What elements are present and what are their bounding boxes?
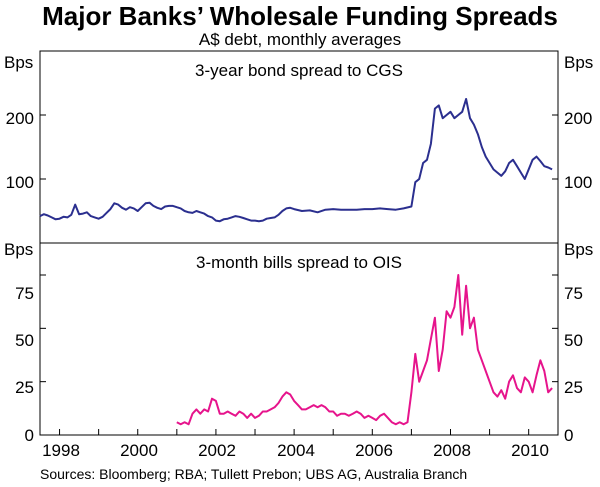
panel-1-ytick-right-100: 100 <box>564 173 592 192</box>
x-tick-label-1998: 1998 <box>42 441 80 460</box>
panel-1-ytick-left-200: 200 <box>6 109 34 128</box>
panel-2-ytick-left-75: 75 <box>15 284 34 303</box>
panel-1-unit-left: Bps <box>4 53 33 72</box>
x-tick-label-2010: 2010 <box>511 441 549 460</box>
chart-marks <box>39 98 558 435</box>
series-line-panel-2 <box>176 274 553 426</box>
x-tick-label-2000: 2000 <box>120 441 158 460</box>
panel-2-ytick-right-0: 0 <box>564 426 573 445</box>
panel-1-unit-right: Bps <box>564 53 593 72</box>
panel-2-ytick-left-0: 0 <box>25 426 34 445</box>
panel-2-unit-left: Bps <box>4 240 33 259</box>
x-tick-label-2004: 2004 <box>277 441 315 460</box>
panel-2-ytick-right-25: 25 <box>564 378 583 397</box>
panel-2-ytick-right-50: 50 <box>564 331 583 350</box>
x-tick-label-2008: 2008 <box>433 441 471 460</box>
series-line-panel-1 <box>39 98 553 223</box>
chart-title: Major Banks’ Wholesale Funding Spreads <box>42 1 558 31</box>
chart-source: Sources: Bloomberg; RBA; Tullett Prebon;… <box>40 466 467 482</box>
panel-2-unit-right: Bps <box>564 240 593 259</box>
panel-2-ytick-right-75: 75 <box>564 284 583 303</box>
panel-2-title: 3-month bills spread to OIS <box>196 253 402 272</box>
x-tick-label-2006: 2006 <box>355 441 393 460</box>
panel-1-title: 3-year bond spread to CGS <box>195 61 403 80</box>
panel-1-ytick-right-200: 200 <box>564 109 592 128</box>
x-tick-label-2002: 2002 <box>198 441 236 460</box>
panel-1-ytick-left-100: 100 <box>6 173 34 192</box>
chart-subtitle: A$ debt, monthly averages <box>199 30 401 49</box>
panel-2-ytick-left-50: 50 <box>15 331 34 350</box>
panel-2-ytick-left-25: 25 <box>15 378 34 397</box>
